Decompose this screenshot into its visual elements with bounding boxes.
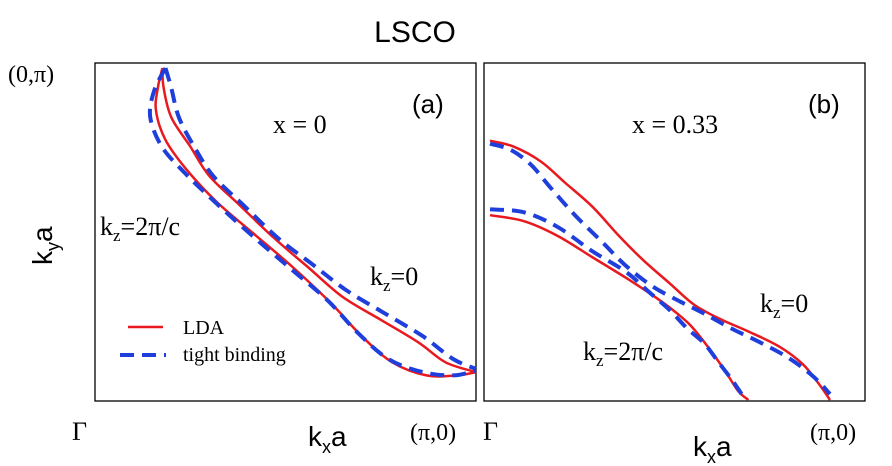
panel-a-annotation: x = 0 (273, 110, 327, 139)
panel-b-tight-binding-curve-kz2pi (489, 207, 744, 396)
legend: LDA tight binding (120, 317, 286, 366)
panel-a-curves (147, 67, 477, 378)
panel-b-annotation: x = 0.33 (632, 110, 718, 139)
panel-b-curves (489, 139, 832, 401)
panel-a-lda-curve-kz0 (161, 67, 477, 374)
legend-lda-label: LDA (183, 317, 225, 339)
panel-a-y-end-label: (0,π) (8, 62, 54, 88)
figure-title: LSCO (374, 16, 456, 49)
panel-b-lda-curve-kz2pi (489, 213, 750, 401)
panel-a-ylabel: kya (27, 226, 63, 265)
panel-b-tight-binding-curve-kz0 (489, 141, 832, 396)
panel-a-tight-binding-curve-kz0 (163, 67, 477, 371)
panel-a-kz-zero-label: kz=0 (370, 262, 418, 295)
legend-tight-binding-label: tight binding (183, 344, 286, 366)
panel-b-kz-zero-label: kz=0 (760, 289, 808, 322)
panel-b-kz-two-pi-label: kz=2π/c (583, 337, 663, 370)
panel-b-origin-label: Γ (483, 417, 498, 446)
panel-b-x-end-label: (π,0) (810, 420, 856, 446)
panel-a-tight-binding-curve-kz2pi (147, 67, 477, 378)
panel-a-kz-two-pi-label: kz=2π/c (100, 212, 180, 245)
panel-a-label: (a) (412, 89, 444, 119)
panel-b-xlabel: kxa (693, 431, 732, 466)
panel-a-xlabel: kxa (308, 421, 347, 457)
panel-a-lda-curve-kz2pi (154, 67, 477, 378)
panel-a-frame (94, 62, 477, 402)
panel-a-x-end-label: (π,0) (410, 420, 456, 446)
panel-b-lda-curve-kz0 (489, 139, 832, 401)
panel-b-frame (483, 62, 866, 402)
panel-b-label: (b) (808, 89, 840, 119)
panel-a-origin-label: Γ (72, 417, 87, 446)
